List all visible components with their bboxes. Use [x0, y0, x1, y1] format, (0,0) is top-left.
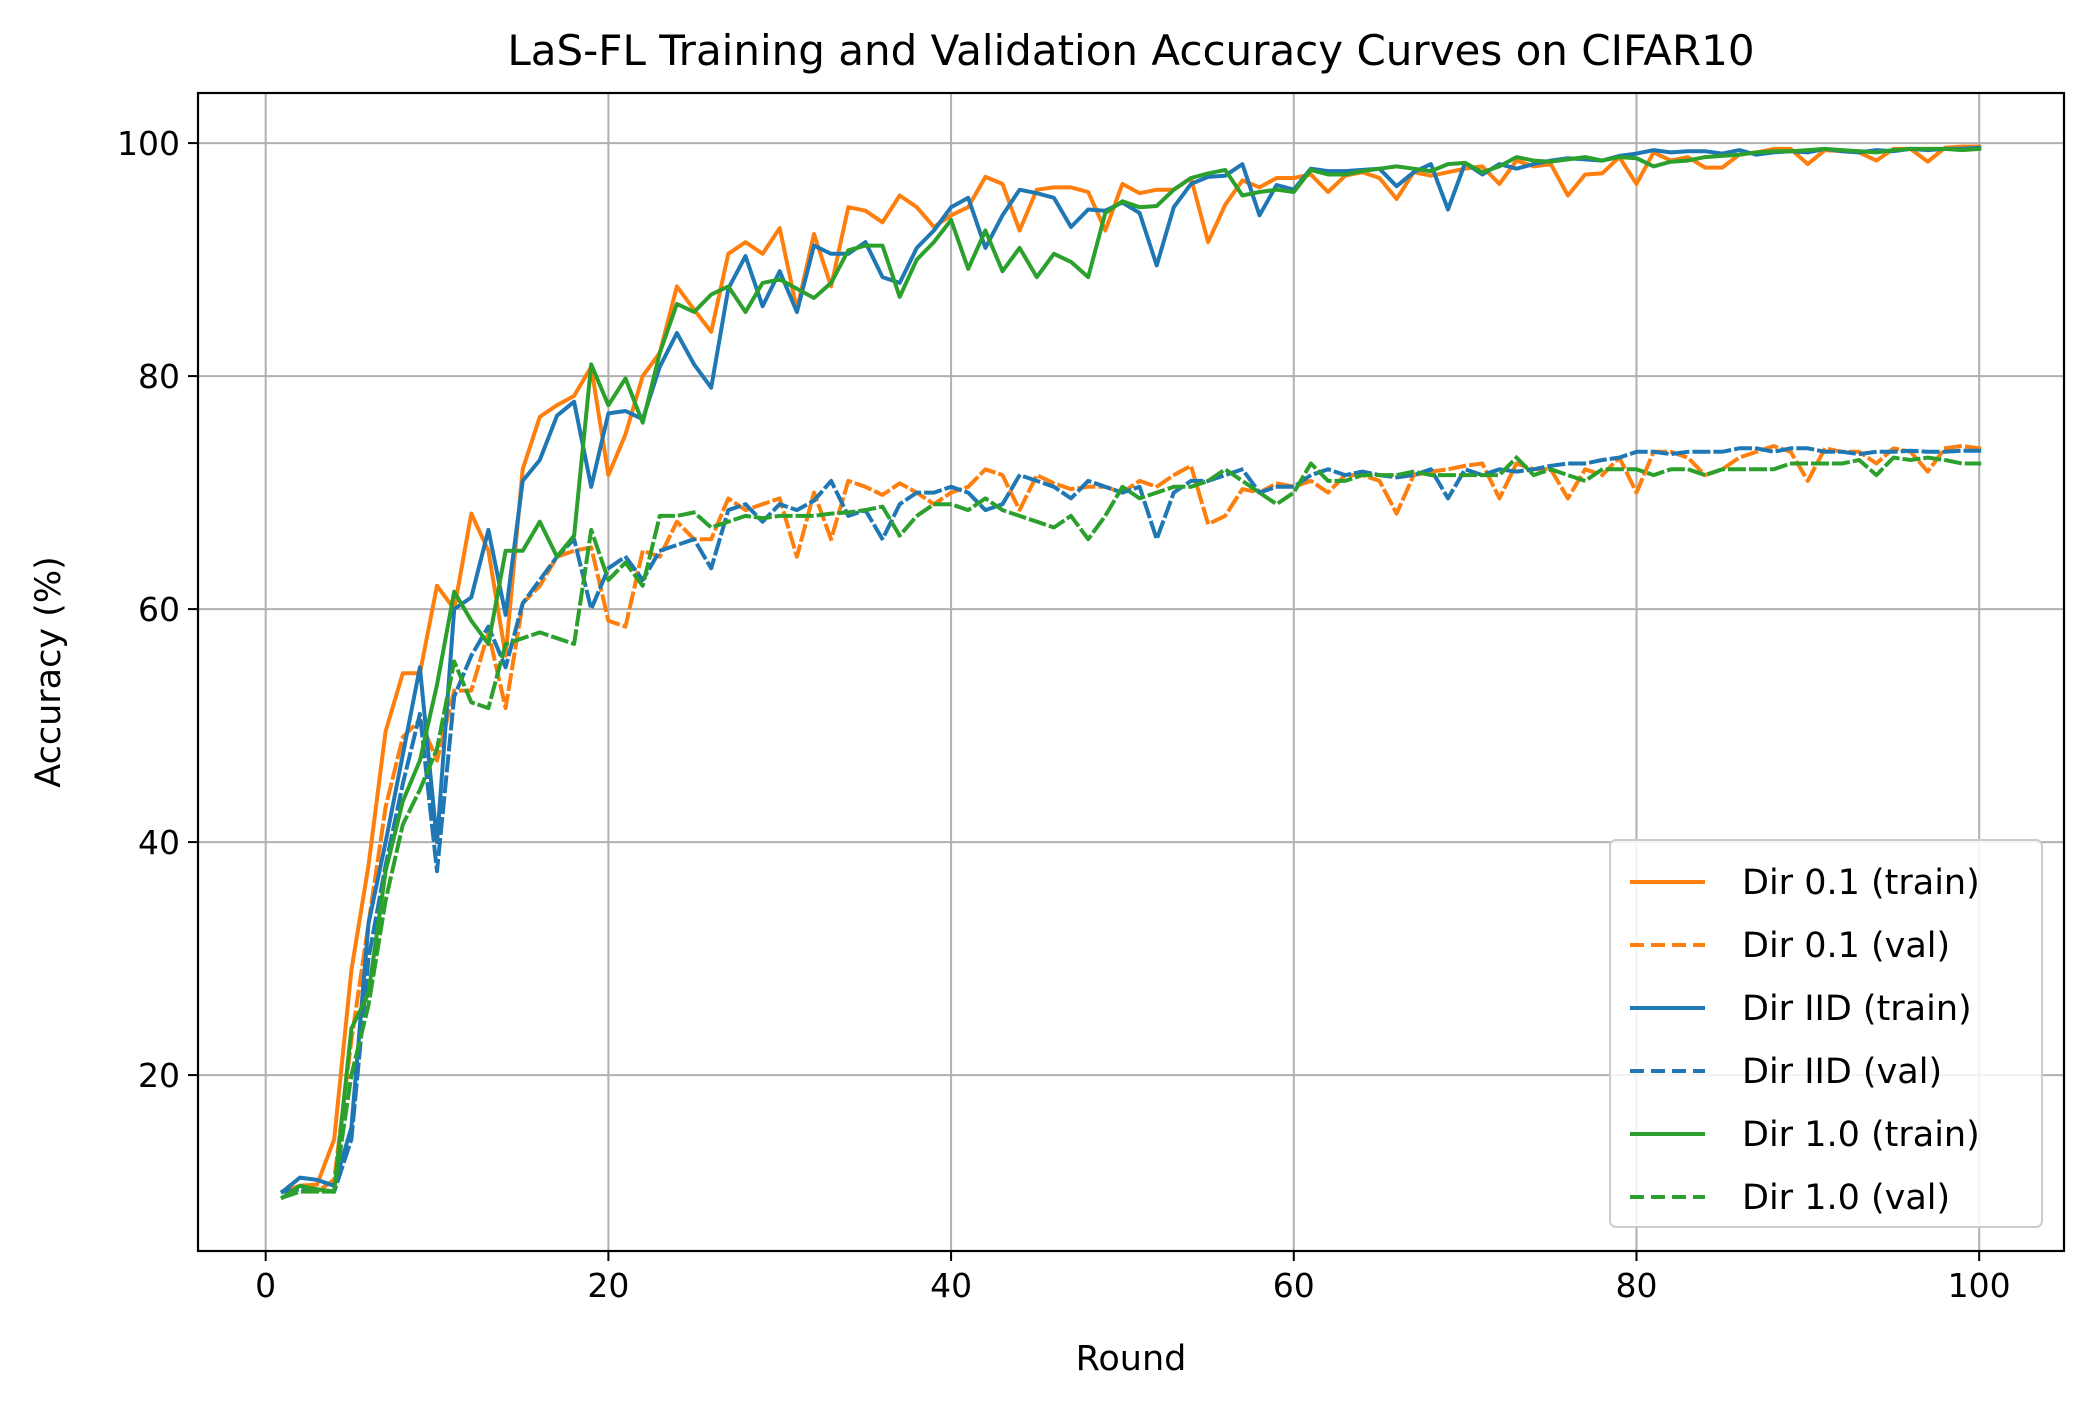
- series-line-dir-0-1-val: [280, 444, 1982, 1194]
- y-tick-label: 20: [138, 1056, 180, 1095]
- chart-title: LaS-FL Training and Validation Accuracy …: [507, 26, 1754, 75]
- series-lines: [279, 144, 1982, 1201]
- series-line-dir-iid-val: [280, 446, 1982, 1194]
- legend-label-dir-iid-train: Dir IID (train): [1742, 989, 1972, 1029]
- x-tick-label: 100: [1948, 1266, 2011, 1305]
- legend-box: [1609, 839, 2043, 1228]
- x-tick-label: 0: [255, 1266, 276, 1305]
- legend-label-dir-0-1-val: Dir 0.1 (val): [1742, 926, 1950, 966]
- x-tick-label: 40: [930, 1266, 972, 1305]
- legend-label-dir-1-0-train: Dir 1.0 (train): [1742, 1115, 1980, 1155]
- y-tick-label: 40: [138, 823, 180, 862]
- y-axis-label: Accuracy (%): [29, 556, 69, 787]
- legend-label-dir-iid-val: Dir IID (val): [1742, 1052, 1942, 1092]
- series-line-dir-iid-train: [279, 145, 1982, 1195]
- plot-frame: [196, 91, 2066, 1253]
- x-axis-ticks: 0 20 40 60 80 100: [255, 1251, 2011, 1305]
- x-tick-label: 20: [587, 1266, 629, 1305]
- y-axis-ticks: 20 40 60 80 100: [117, 124, 198, 1095]
- legend-label-dir-0-1-train: Dir 0.1 (train): [1742, 863, 1980, 903]
- legend: Dir 0.1 (train) Dir 0.1 (val) Dir IID (tra…: [1609, 839, 2043, 1228]
- x-axis-label: Round: [1076, 1339, 1187, 1379]
- x-tick-label: 80: [1615, 1266, 1657, 1305]
- y-tick-label: 60: [138, 590, 180, 629]
- y-tick-label: 100: [117, 124, 180, 163]
- series-line-dir-1-0-val: [280, 455, 1982, 1200]
- x-tick-label: 60: [1273, 1266, 1315, 1305]
- legend-label-dir-1-0-val: Dir 1.0 (val): [1742, 1178, 1950, 1218]
- series-line-dir-1-0-train: [280, 146, 1982, 1201]
- y-tick-label: 80: [138, 357, 180, 396]
- series-line-dir-0-1-train: [280, 144, 1982, 1195]
